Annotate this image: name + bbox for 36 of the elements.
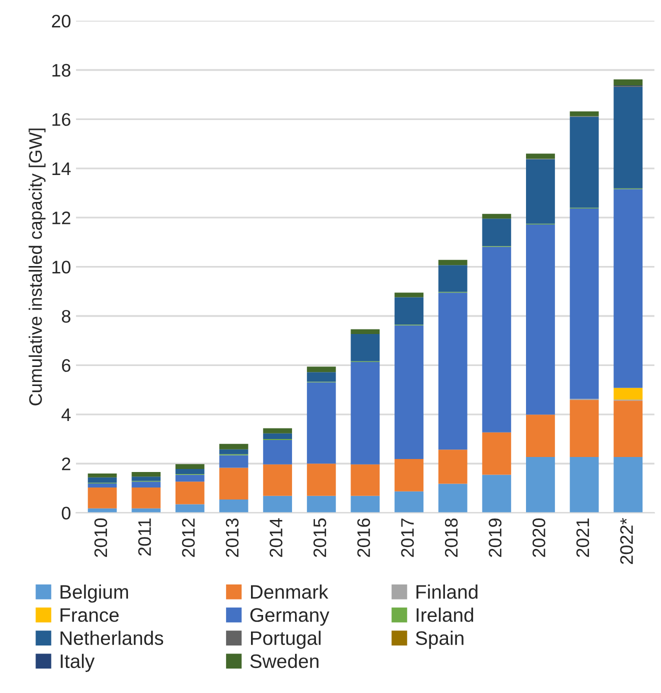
legend-label: Ireland [416,608,474,622]
y-tick-label: 20 [52,14,70,28]
x-tick-label: 2013 [226,518,239,557]
y-axis-title: Cumulative installed capacity [GW] [28,128,46,406]
legend-label: Portugal [251,630,321,649]
x-tick-label: 2020 [532,518,546,557]
y-tick-label: 12 [52,212,70,224]
legend-label: Spain [416,630,464,649]
legend-label: Belgium [60,584,128,603]
legend-label: Finland [416,584,478,599]
y-tick-label: 10 [52,260,70,274]
x-tick-label: 2012 [182,518,195,557]
y-tick-label: 14 [52,162,71,175]
y-tick-label: 18 [52,64,70,77]
legend-label: Denmark [251,584,328,599]
legend-label: France [60,608,119,622]
y-tick-label: 6 [62,359,70,372]
x-tick-label: 2016 [357,518,370,557]
y-tick-label: 0 [62,506,70,520]
legend-label: Germany [250,608,330,626]
legend-label: Netherlands [60,630,164,646]
legend-label: Italy [60,654,95,672]
x-tick-label: 2017 [401,518,414,557]
x-tick-label: 2014 [270,518,282,557]
x-tick-label: 2021 [576,518,590,557]
x-tick-label: 2022* [620,518,633,564]
x-tick-label: 2015 [313,518,326,557]
y-tick-label: 16 [52,113,70,126]
y-tick-label: 2 [62,458,70,470]
x-tick-label: 2010 [94,518,108,557]
y-tick-label: 8 [62,310,70,323]
x-tick-label: 2011 [138,518,151,556]
legend-label: Sweden [250,654,318,668]
x-tick-label: 2019 [488,518,502,557]
y-tick-label: 4 [62,408,71,421]
x-tick-label: 2018 [444,518,458,557]
